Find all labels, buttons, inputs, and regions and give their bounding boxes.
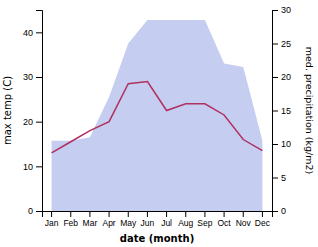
x-axis: Jan Feb Mar Apr May Jun Jul Aug Sep Oct NovDec (43, 211, 273, 228)
y-axis: 0 10 20 30 40 (23, 11, 43, 217)
tick-mark (272, 77, 278, 78)
tick-mark (272, 44, 278, 45)
y2-axis: 0 5 10 15 20 25 30 (272, 5, 291, 216)
tick: 20 (272, 72, 291, 82)
tick-label: Feb (63, 218, 78, 228)
tick-mark (147, 211, 148, 217)
temp-line (52, 81, 263, 152)
axis-line (43, 212, 273, 218)
tick: 40 (23, 28, 42, 38)
tick-mark (204, 211, 205, 217)
tick-mark (36, 166, 42, 167)
tick-label: Apr (102, 218, 115, 228)
tick: 30 (23, 72, 42, 82)
tick: 0 (28, 206, 42, 216)
tick: Sep (197, 211, 212, 228)
tick-label: Dec (255, 218, 271, 228)
tick: Aug (178, 211, 193, 228)
tick: 5 (272, 173, 286, 183)
tick-label: Aug (178, 218, 193, 228)
tick: Apr (102, 211, 115, 228)
axis-line (36, 11, 43, 212)
chart: Jan Feb Mar Apr May Jun Jul Aug Sep Oct NovDec 0 10 2… (0, 0, 318, 247)
tick: 10 (23, 162, 42, 172)
tick: Jan (45, 211, 59, 228)
tick-label: Jan (45, 218, 59, 228)
tick-mark (89, 211, 90, 217)
tick: Dec (255, 211, 271, 228)
tick-mark (272, 10, 278, 11)
tick-label: 10 (281, 139, 291, 149)
tick-mark (272, 111, 278, 112)
tick-label: Jul (161, 218, 172, 228)
tick-label: 0 (281, 206, 286, 216)
tick-mark (272, 178, 278, 179)
marks (52, 20, 263, 211)
tick-label: 30 (23, 72, 33, 82)
tick-label: 20 (23, 117, 33, 127)
tick-label: 40 (23, 28, 33, 38)
tick: 30 (272, 5, 291, 15)
tick: 10 (272, 139, 291, 149)
tick: Oct (217, 211, 231, 228)
tick: 20 (23, 117, 42, 127)
rain-area (52, 20, 263, 211)
tick-label: 25 (281, 39, 291, 49)
tick-label: 5 (281, 173, 286, 183)
tick-mark (185, 211, 186, 217)
tick: Jun (141, 211, 155, 228)
tick-mark (70, 211, 71, 217)
tick: Nov (236, 211, 252, 228)
tick-label: Mar (83, 218, 98, 228)
tick-label: Sep (197, 218, 212, 228)
y2-axis-title: med. precipitation (kg/m2) (304, 47, 315, 174)
tick-mark (128, 211, 129, 217)
tick: 0 (272, 206, 286, 216)
tick-label: 20 (281, 72, 291, 82)
tick-mark (166, 211, 167, 217)
plot-area: Jan Feb Mar Apr May Jun Jul Aug Sep Oct NovDec 0 10 2… (23, 5, 291, 228)
tick-mark (51, 211, 52, 217)
tick-mark (262, 211, 263, 217)
tick-mark (36, 122, 42, 123)
tick-mark (36, 77, 42, 78)
tick-label: Nov (236, 218, 252, 228)
tick-mark (272, 211, 278, 212)
x-axis-title: date (month) (120, 233, 194, 244)
y-axis-title: max temp (C) (2, 76, 13, 145)
tick: Jul (161, 211, 172, 228)
tick-mark (224, 211, 225, 217)
tick-label: 15 (281, 106, 291, 116)
tick-label: 0 (28, 206, 33, 216)
tick-label: Oct (217, 218, 231, 228)
tick: 15 (272, 106, 291, 116)
tick-label: 30 (281, 5, 291, 15)
axis-line (273, 11, 279, 212)
tick-mark (36, 32, 42, 33)
tick: May (120, 211, 137, 228)
tick-mark (243, 211, 244, 217)
tick-mark (272, 144, 278, 145)
tick-label: Jun (141, 218, 155, 228)
tick: Mar (83, 211, 98, 228)
tick-label: May (120, 218, 137, 228)
tick-mark (36, 211, 42, 212)
tick-label: 10 (23, 162, 33, 172)
tick: 25 (272, 39, 291, 49)
tick-mark (109, 211, 110, 217)
tick: Feb (63, 211, 78, 228)
